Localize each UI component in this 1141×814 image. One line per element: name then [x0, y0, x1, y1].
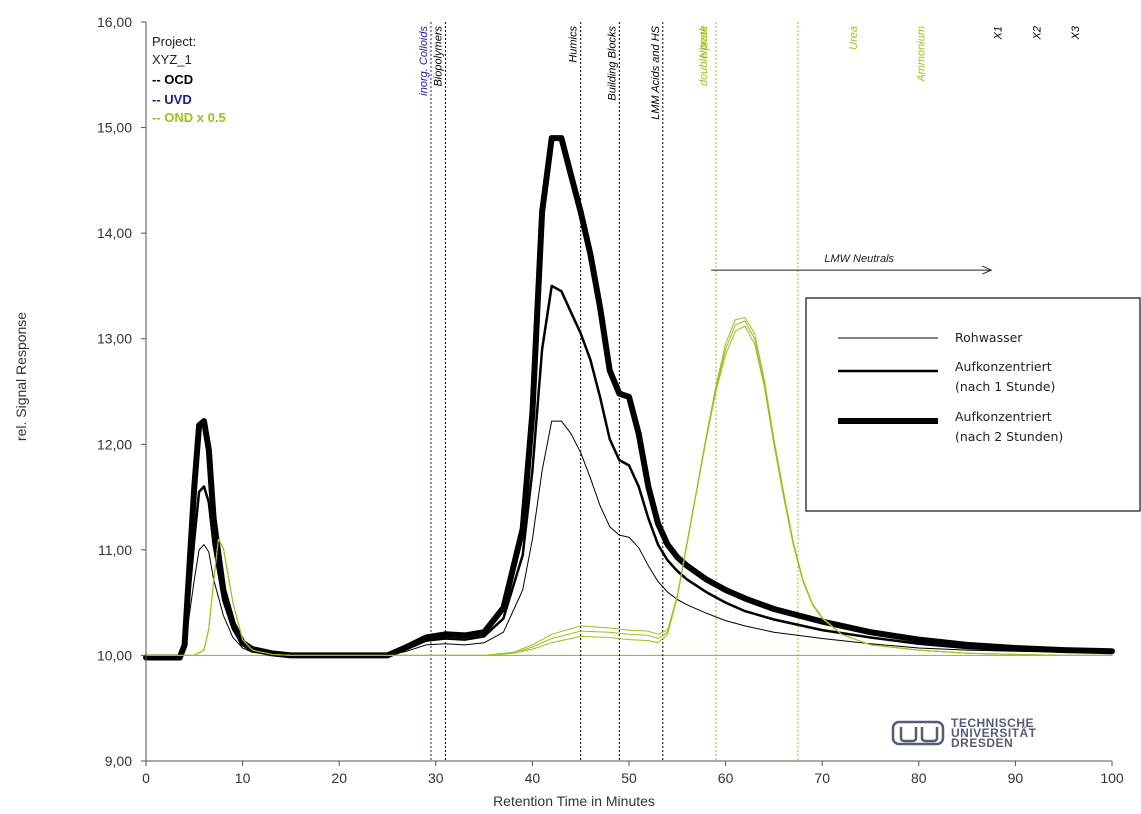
- x-tick-label: 60: [718, 770, 734, 786]
- marker-label-group: inorg. Colloids: [418, 26, 430, 96]
- y-tick-label: 12,00: [97, 436, 132, 452]
- marker-label: Biopolymers: [432, 26, 444, 87]
- y-tick-label: 16,00: [97, 14, 132, 30]
- marker-label: inorg. Colloids: [418, 26, 430, 96]
- marker-label-group: Humics: [568, 26, 580, 63]
- detector-ond-label: -- OND x 0.5: [152, 110, 226, 125]
- logo-line-3: DRESDEN: [951, 736, 1013, 750]
- marker-label: Building Blocks: [606, 26, 618, 101]
- y-tick-label: 10,00: [97, 647, 132, 663]
- marker-label-group: X3: [1070, 25, 1082, 40]
- x-tick-label: 20: [331, 770, 347, 786]
- x-tick-label: 80: [911, 770, 927, 786]
- x-tick-label: 30: [428, 770, 444, 786]
- detector-uvd-label: -- UVD: [152, 92, 192, 107]
- logo-frame: [891, 720, 945, 746]
- x-tick-label: 100: [1100, 770, 1124, 786]
- legend-box: [805, 297, 1141, 512]
- x-tick-label: 70: [814, 770, 830, 786]
- lmw-arrow-head: [982, 265, 993, 275]
- marker-label: X2: [1031, 26, 1043, 40]
- x-tick-label: 10: [235, 770, 251, 786]
- legend-label: Rohwasser: [955, 330, 1023, 345]
- marker-label: Urea: [848, 26, 860, 50]
- legend-label: (nach 1 Stunde): [955, 379, 1055, 394]
- marker-label-group: X1: [993, 26, 1005, 40]
- marker-label-group: Ammonium: [915, 26, 927, 83]
- x-tick-label: 40: [525, 770, 541, 786]
- annotations: inorg. Colloids Biopolymers Humics Building…: [418, 25, 1082, 275]
- y-tick-label: 13,00: [97, 331, 132, 347]
- series-line-0: [145, 420, 1113, 658]
- marker-label: LMM Acids and HS: [650, 25, 662, 119]
- lmw-neutrals-label: LMW Neutrals: [824, 253, 894, 265]
- tu-dresden-logo: TECHNISCHE UNIVERSITÄT DRESDEN: [891, 716, 1037, 750]
- logo-u-left: [899, 727, 918, 743]
- legend-label: Aufkonzentriert: [955, 409, 1052, 424]
- axes: Retention Time in Minutes rel. Signal Re…: [13, 14, 1124, 809]
- x-tick-label: 50: [621, 770, 637, 786]
- logo-line-1: TECHNISCHE: [951, 716, 1034, 730]
- logo-u-right: [920, 727, 939, 743]
- marker-label-group: LMM Acids and HS: [650, 25, 662, 119]
- tu-dresden-logo-icon: [891, 720, 945, 746]
- marker-label: Ammonium: [915, 26, 927, 83]
- x-axis-title: Retention Time in Minutes: [493, 793, 655, 809]
- y-tick-label: 14,00: [97, 225, 132, 241]
- y-tick-label: 9,00: [105, 753, 132, 769]
- marker-label: Humics: [568, 26, 580, 63]
- x-tick-label: 90: [1008, 770, 1024, 786]
- legend-label: (nach 2 Stunden): [955, 429, 1063, 444]
- y-axis-title: rel. Signal Response: [13, 312, 29, 441]
- y-tick-label: 15,00: [97, 120, 132, 136]
- marker-label: X1: [993, 26, 1005, 40]
- marker-label-group: Biopolymers: [432, 26, 444, 87]
- legend-label: Aufkonzentriert: [955, 359, 1052, 374]
- marker-label: X3: [1070, 25, 1082, 40]
- marker-label-group: X2: [1031, 26, 1043, 40]
- marker-label-group: Building Blocks: [606, 26, 618, 101]
- detector-ocd-label: -- OCD: [152, 72, 193, 87]
- legend: Rohwasser Aufkonzentriert (nach 1 Stunde) A…: [805, 297, 1141, 512]
- marker-label: Nitrate: [698, 26, 710, 58]
- project-name: XYZ_1: [152, 52, 192, 67]
- marker-label-group: Urea: [848, 26, 860, 50]
- x-tick-label: 0: [142, 770, 150, 786]
- marker-label: double peak: [698, 26, 710, 86]
- y-tick-label: 11,00: [98, 542, 132, 558]
- logo-line-2: UNIVERSITÄT: [951, 725, 1037, 740]
- series-layer: [143, 135, 1115, 661]
- series-line-2: [143, 135, 1115, 661]
- series-line-5: [145, 317, 1113, 656]
- project-label: Project:: [152, 34, 196, 49]
- project-info: Project: XYZ_1 -- OCD -- UVD -- OND x 0.…: [152, 34, 226, 125]
